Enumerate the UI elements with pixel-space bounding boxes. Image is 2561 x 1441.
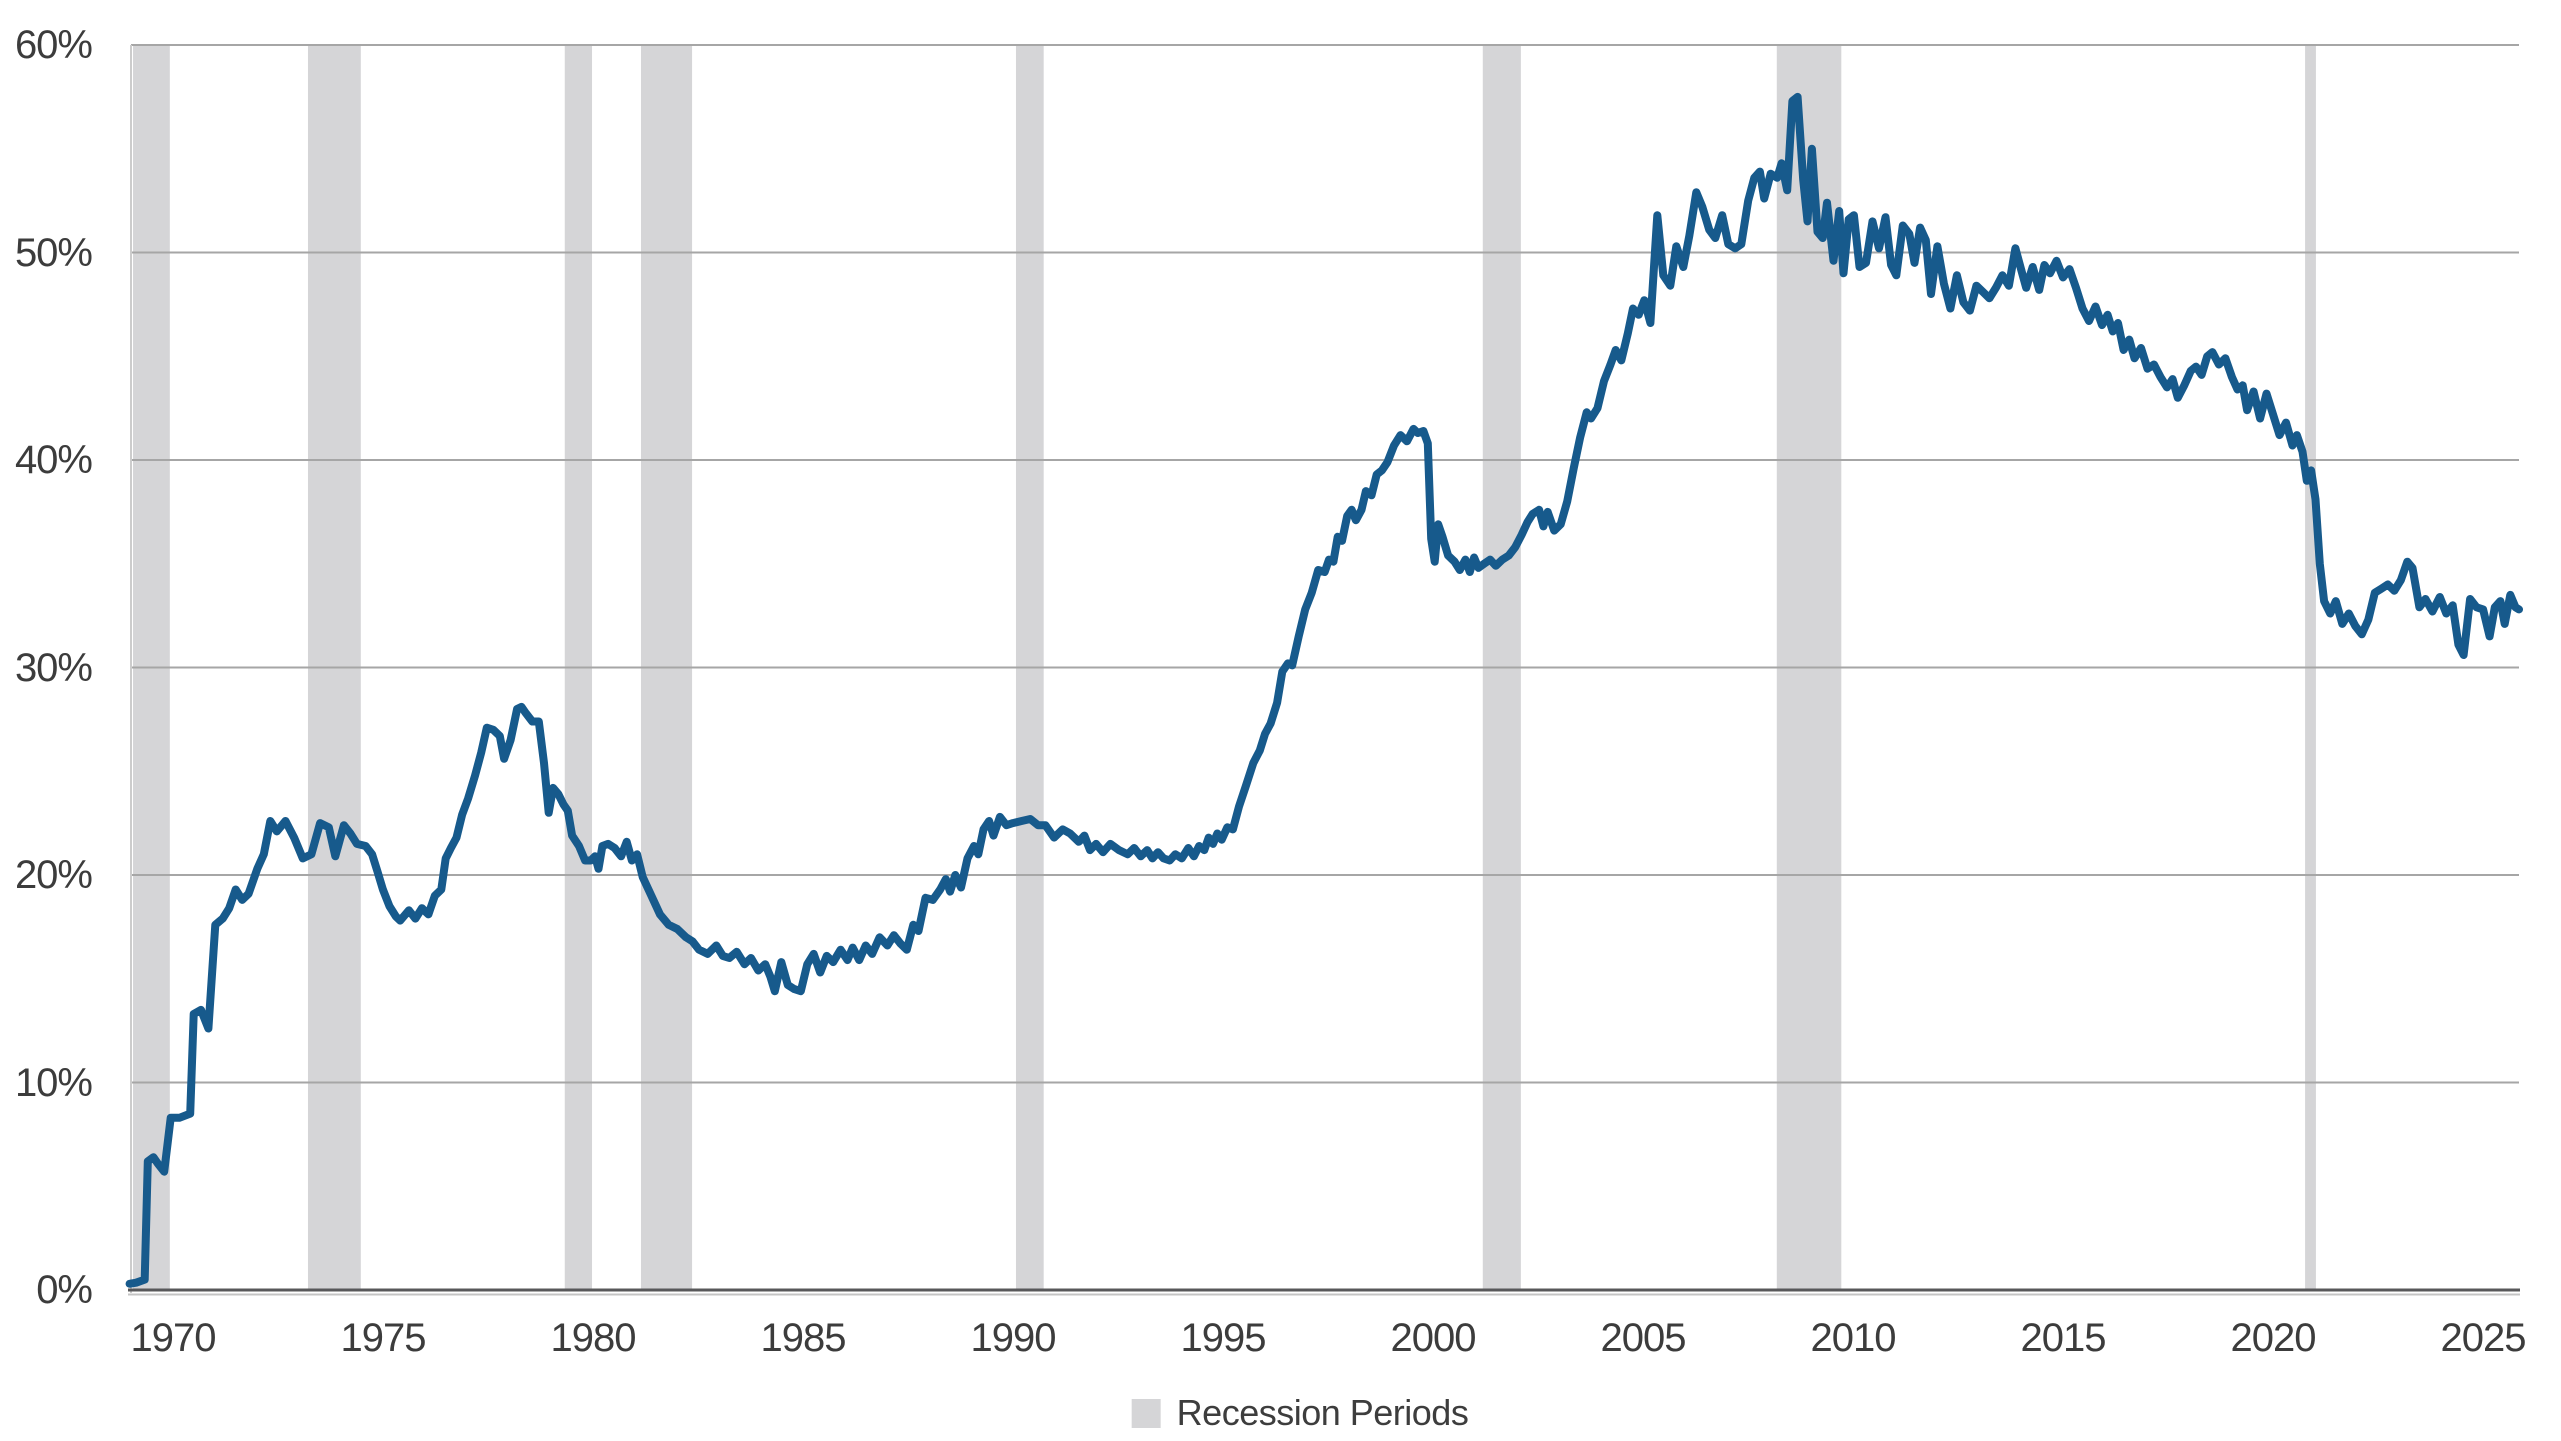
y-tick-label-30: 30% — [14, 645, 93, 690]
x-tick-label-1980: 1980 — [550, 1316, 637, 1360]
data-series-line — [125, 92, 2523, 1288]
x-tick-label-2000: 2000 — [1390, 1316, 1477, 1360]
y-tick-label-20: 20% — [14, 853, 93, 897]
x-tick-label-1985: 1985 — [760, 1316, 847, 1360]
y-tick-label-10: 10% — [14, 1060, 93, 1105]
x-tick-label-1970: 1970 — [130, 1316, 217, 1360]
x-tick-label-2020: 2020 — [2230, 1316, 2317, 1360]
x-tick-label-1990: 1990 — [970, 1316, 1057, 1360]
x-tick-label-2025: 2025 — [2440, 1316, 2527, 1360]
legend: Recession Periods — [1131, 1392, 1469, 1434]
y-tick-label-40: 40% — [14, 438, 93, 482]
recession-swatch-icon — [1131, 1398, 1161, 1428]
legend-label: Recession Periods — [1176, 1392, 1469, 1433]
x-tick-label-2015: 2015 — [2020, 1316, 2107, 1360]
x-tick-label-2005: 2005 — [1600, 1316, 1687, 1360]
x-tick-label-1975: 1975 — [340, 1316, 427, 1360]
y-tick-label-60: 60% — [14, 23, 93, 67]
x-tick-label-1995: 1995 — [1180, 1316, 1267, 1360]
x-tick-label-2010: 2010 — [1810, 1316, 1897, 1360]
y-tick-label-0: 0% — [36, 1268, 93, 1312]
y-tick-label-50: 50% — [14, 230, 93, 275]
